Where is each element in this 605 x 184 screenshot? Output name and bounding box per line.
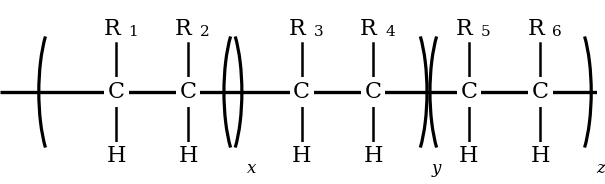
Text: H: H bbox=[292, 145, 312, 167]
Text: 1: 1 bbox=[128, 25, 138, 39]
Text: H: H bbox=[106, 145, 126, 167]
Text: 4: 4 bbox=[385, 25, 395, 39]
Text: C: C bbox=[365, 81, 382, 103]
Text: H: H bbox=[459, 145, 479, 167]
Text: z: z bbox=[596, 160, 605, 177]
Text: R: R bbox=[289, 17, 305, 40]
Text: H: H bbox=[364, 145, 383, 167]
Text: R: R bbox=[103, 17, 120, 40]
Text: H: H bbox=[531, 145, 550, 167]
Text: H: H bbox=[178, 145, 198, 167]
Text: R: R bbox=[528, 17, 544, 40]
Text: 5: 5 bbox=[481, 25, 490, 39]
Text: 3: 3 bbox=[313, 25, 323, 39]
Text: y: y bbox=[432, 160, 441, 177]
Text: x: x bbox=[247, 160, 256, 177]
Text: R: R bbox=[360, 17, 377, 40]
Text: 6: 6 bbox=[552, 25, 562, 39]
Text: C: C bbox=[180, 81, 197, 103]
Text: R: R bbox=[175, 17, 192, 40]
Text: C: C bbox=[108, 81, 125, 103]
Text: C: C bbox=[532, 81, 549, 103]
Text: R: R bbox=[456, 17, 473, 40]
Text: C: C bbox=[460, 81, 477, 103]
Text: 2: 2 bbox=[200, 25, 210, 39]
Text: C: C bbox=[293, 81, 310, 103]
